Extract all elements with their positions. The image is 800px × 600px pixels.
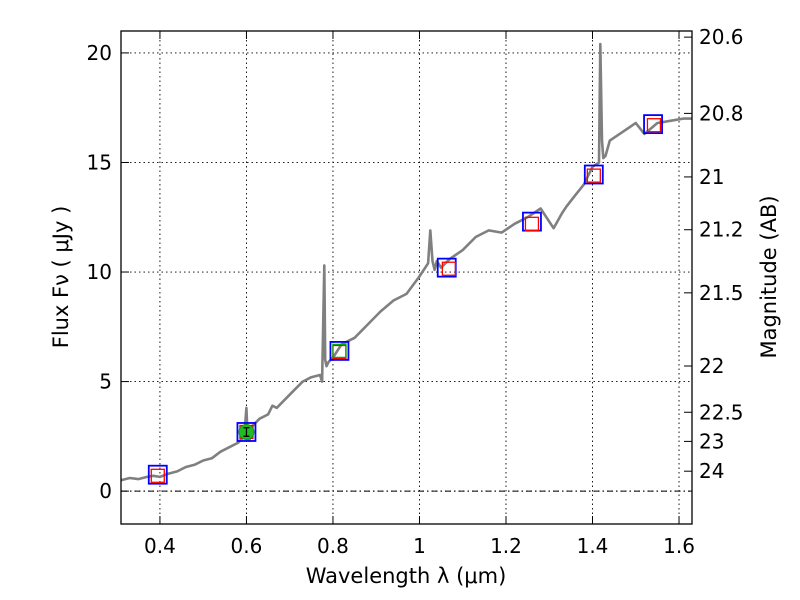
marker-blue-box: [236, 422, 257, 442]
marker-blue-box: [147, 464, 168, 485]
plot-frame: [120, 30, 693, 525]
right-tick-label: 23: [699, 429, 724, 453]
x-tick-label: 0.4: [144, 534, 176, 558]
markers-layer: [147, 114, 663, 485]
marker-red-box: [586, 168, 601, 183]
marker-red-box: [441, 261, 457, 276]
y-tick-label: 20: [87, 41, 112, 65]
marker-red-box: [150, 468, 165, 483]
right-axis-label: Magnitude (AB): [757, 195, 781, 358]
right-tick-label: 21.2: [699, 218, 744, 242]
x-tick-label: 0.8: [317, 534, 349, 558]
y-axis-label: Flux Fν ( μJy ): [49, 206, 73, 349]
y-tick-label: 5: [99, 370, 112, 394]
x-tick-label: 0.6: [231, 534, 263, 558]
marker-blue-box: [643, 114, 663, 135]
x-tick-label: 1.2: [490, 534, 522, 558]
right-tick-label: 22.5: [699, 400, 744, 424]
x-tick-label: 1.4: [577, 534, 609, 558]
y-tick-label: 10: [87, 260, 112, 284]
y-tick-label: 0: [99, 479, 112, 503]
x-tick-label: 1.6: [663, 534, 695, 558]
right-tick-label: 24: [699, 459, 724, 483]
right-tick-label: 20.6: [699, 25, 744, 49]
right-tick-label: 22: [699, 354, 724, 378]
marker-red-box: [646, 118, 662, 133]
series-layer: [120, 42, 692, 482]
x-axis-label: Wavelength λ (μm): [306, 564, 507, 588]
right-tick-label: 21: [699, 165, 724, 189]
y-tick-label: 15: [87, 150, 112, 174]
series-line-spectrum: [120, 42, 692, 482]
right-tick-label: 20.8: [699, 101, 744, 125]
marker-red-box: [524, 216, 540, 231]
marker-blue-box: [583, 164, 604, 185]
right-tick-label: 21.5: [699, 281, 744, 305]
marker-blue-box: [329, 341, 350, 361]
marker-green-box: [332, 343, 347, 359]
axis-ticks: 0.4 0.6 0.8 1 1.2 1.4 1.6 0 5 10 15 20 20.6 20.8 21 21.…: [87, 25, 744, 558]
x-tick-label: 1: [413, 534, 426, 558]
